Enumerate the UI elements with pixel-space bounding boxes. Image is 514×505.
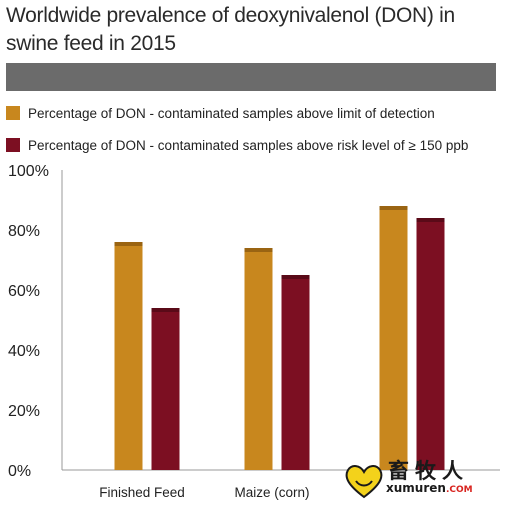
bar-risk	[281, 275, 310, 470]
watermark-site: xumuren.COM	[386, 481, 473, 495]
chart-title: Worldwide prevalence of deoxynivalenol (…	[6, 4, 455, 55]
legend-label-risk: Percentage of DON - contaminated samples…	[28, 137, 469, 153]
bar-cap-lod	[379, 206, 408, 210]
y-tick-label: 0%	[8, 463, 31, 480]
y-tick-label: 100%	[8, 163, 49, 180]
bar-risk	[151, 308, 180, 470]
bar-cap-lod	[244, 248, 273, 252]
legend-swatch-risk	[6, 138, 20, 152]
bar-lod	[114, 242, 143, 470]
watermark-site-name: xumuren	[386, 481, 446, 495]
bar-cap-risk	[281, 275, 310, 279]
legend-item-risk: Percentage of DON - contaminated samples…	[6, 133, 511, 157]
legend-label-lod: Percentage of DON - contaminated samples…	[28, 105, 435, 121]
bar-cap-risk	[416, 218, 445, 222]
legend-item-lod: Percentage of DON - contaminated samples…	[6, 101, 511, 125]
bar-cap-lod	[114, 242, 143, 246]
watermark-tld: .COM	[445, 485, 473, 495]
bar-cap-risk	[151, 308, 180, 312]
legend-swatch-lod	[6, 106, 20, 120]
y-tick-label: 40%	[8, 343, 40, 360]
x-category-label: Finished Feed	[99, 485, 185, 500]
watermark-glyphs: 畜牧人	[388, 459, 469, 483]
x-category-label: Maize (corn)	[234, 485, 309, 500]
bar-risk	[416, 218, 445, 470]
watermark: 畜牧人 xumuren.COM	[340, 455, 510, 503]
legend: Percentage of DON - contaminated samples…	[6, 101, 511, 165]
bar-lod	[244, 248, 273, 470]
y-tick-label: 60%	[8, 283, 40, 300]
bar-lod	[379, 206, 408, 470]
y-tick-label: 80%	[8, 223, 40, 240]
watermark-heart-icon	[345, 465, 383, 499]
y-tick-label: 20%	[8, 403, 40, 420]
header-band	[6, 63, 496, 91]
